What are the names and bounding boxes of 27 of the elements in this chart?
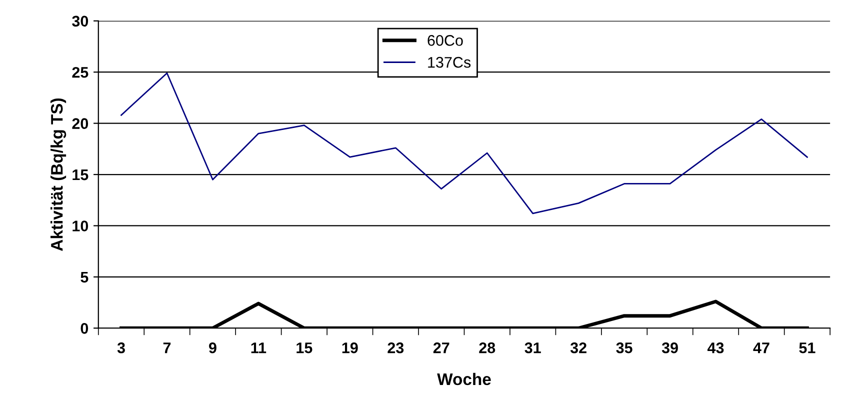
y-axis-title: Aktivität (Bq/kg TS) [50, 98, 66, 251]
x-tick-label: 32 [570, 342, 586, 354]
y-tick-label: 15 [72, 170, 88, 180]
x-tick-label: 39 [662, 342, 678, 354]
y-tick-label: 20 [72, 118, 88, 129]
x-axis-title: Woche [437, 372, 491, 386]
x-tick-label: 31 [524, 342, 541, 354]
x-tick-label: 27 [433, 342, 450, 354]
y-tick-label: 25 [72, 66, 88, 78]
x-tick-label: 43 [707, 342, 724, 354]
x-tick-label: 23 [388, 342, 404, 354]
y-tick-label: 5 [80, 272, 88, 283]
y-tick-label: 10 [72, 220, 88, 232]
x-tick-label: 47 [753, 342, 770, 354]
x-tick-label: 9 [209, 342, 216, 354]
y-tick-label: 0 [80, 323, 88, 334]
x-tick-label: 7 [163, 342, 171, 354]
x-tick-label: 19 [342, 342, 358, 354]
x-tick-label: 11 [251, 342, 266, 354]
x-tick-label: 15 [296, 342, 312, 354]
legend-label: 60Co [428, 35, 463, 46]
y-tick-label: 30 [72, 16, 88, 27]
x-tick-label: 51 [799, 342, 816, 354]
legend-label: 137Cs [428, 56, 471, 68]
x-tick-label: 35 [616, 342, 632, 354]
x-tick-label: 28 [479, 342, 496, 354]
x-tick-label: 3 [117, 342, 125, 354]
